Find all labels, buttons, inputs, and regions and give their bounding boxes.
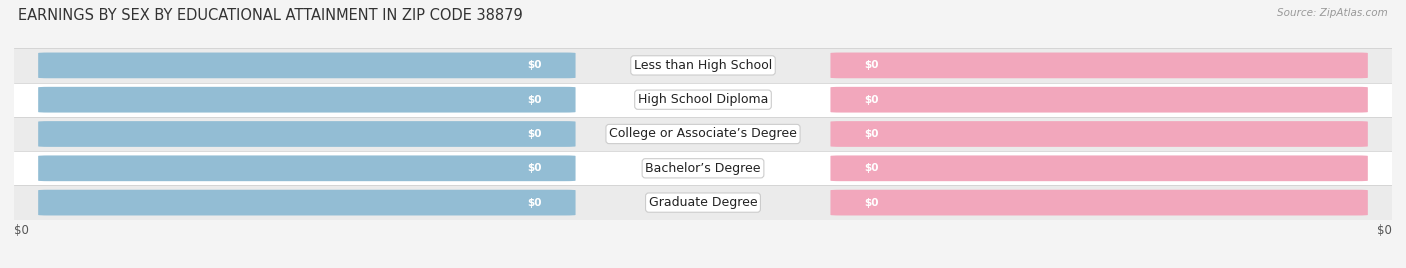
Text: $0: $0 (865, 129, 879, 139)
Text: $0: $0 (527, 60, 541, 70)
Text: $0: $0 (527, 129, 541, 139)
Text: $0: $0 (1376, 224, 1392, 237)
Text: Less than High School: Less than High School (634, 59, 772, 72)
FancyBboxPatch shape (38, 87, 575, 113)
Text: EARNINGS BY SEX BY EDUCATIONAL ATTAINMENT IN ZIP CODE 38879: EARNINGS BY SEX BY EDUCATIONAL ATTAINMEN… (18, 8, 523, 23)
FancyBboxPatch shape (831, 190, 1368, 215)
FancyBboxPatch shape (38, 53, 575, 78)
Bar (14, 185, 1392, 220)
Bar (14, 117, 1392, 151)
FancyBboxPatch shape (38, 190, 575, 215)
FancyBboxPatch shape (831, 53, 1368, 78)
Text: $0: $0 (865, 60, 879, 70)
Bar (14, 83, 1392, 117)
Text: $0: $0 (865, 95, 879, 105)
FancyBboxPatch shape (831, 87, 1368, 113)
FancyBboxPatch shape (831, 155, 1368, 181)
Text: Source: ZipAtlas.com: Source: ZipAtlas.com (1277, 8, 1388, 18)
Text: $0: $0 (865, 163, 879, 173)
Bar (14, 151, 1392, 185)
Text: $0: $0 (14, 224, 30, 237)
Text: $0: $0 (527, 163, 541, 173)
Text: $0: $0 (527, 95, 541, 105)
Text: Graduate Degree: Graduate Degree (648, 196, 758, 209)
Text: $0: $0 (527, 198, 541, 208)
Bar (14, 48, 1392, 83)
FancyBboxPatch shape (38, 121, 575, 147)
FancyBboxPatch shape (38, 155, 575, 181)
Text: College or Associate’s Degree: College or Associate’s Degree (609, 128, 797, 140)
FancyBboxPatch shape (831, 121, 1368, 147)
Text: Bachelor’s Degree: Bachelor’s Degree (645, 162, 761, 175)
Text: High School Diploma: High School Diploma (638, 93, 768, 106)
Text: $0: $0 (865, 198, 879, 208)
